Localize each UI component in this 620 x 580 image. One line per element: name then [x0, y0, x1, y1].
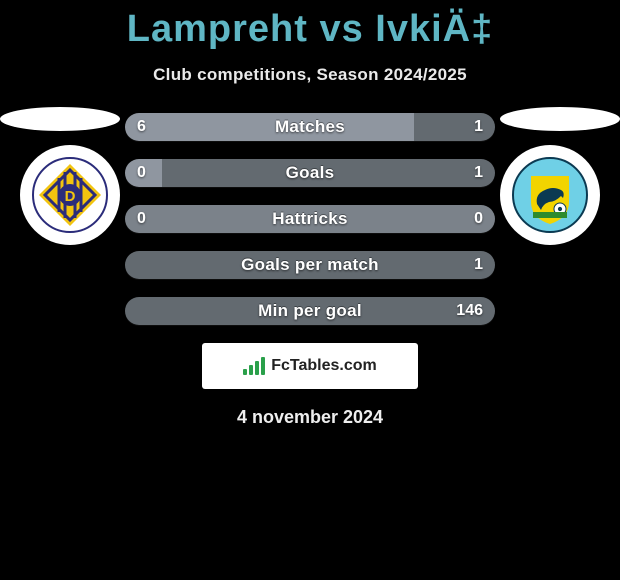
brand-text: FcTables.com	[271, 357, 377, 375]
stat-seg-right	[414, 113, 495, 141]
player-right-column	[500, 107, 620, 245]
brand-barlet	[255, 361, 259, 375]
brand-barlet	[249, 365, 253, 375]
stat-seg-left	[125, 159, 162, 187]
player-silhouette-right	[500, 107, 620, 131]
club-crest-right	[511, 156, 589, 234]
page-title: Lampreht vs IvkiÄ‡	[0, 8, 620, 51]
crest-right-svg	[511, 156, 589, 234]
stat-seg-right	[310, 205, 495, 233]
stat-seg-right	[125, 297, 495, 325]
club-crest-left: D	[31, 156, 109, 234]
subtitle: Club competitions, Season 2024/2025	[0, 65, 620, 85]
date-text: 4 november 2024	[0, 407, 620, 428]
stat-bars: 61Matches 01Goals 00Hattricks 1Goals per ma…	[125, 113, 495, 325]
stat-bar: 00Hattricks	[125, 205, 495, 233]
player-silhouette-left	[0, 107, 120, 131]
stat-seg-right	[162, 159, 495, 187]
brand-bars-icon	[243, 357, 265, 375]
club-crest-left-wrap: D	[20, 145, 120, 245]
comparison-arena: D	[0, 113, 620, 325]
svg-text:D: D	[65, 188, 76, 205]
brand-barlet	[261, 357, 265, 375]
stat-seg-right	[125, 251, 495, 279]
stat-seg-left	[125, 205, 310, 233]
stat-bar: 1Goals per match	[125, 251, 495, 279]
stat-bar: 146Min per goal	[125, 297, 495, 325]
brand-barlet	[243, 369, 247, 375]
crest-left-svg: D	[31, 156, 109, 234]
stat-bar: 61Matches	[125, 113, 495, 141]
club-crest-right-wrap	[500, 145, 600, 245]
brand-box[interactable]: FcTables.com	[202, 343, 418, 389]
root: Lampreht vs IvkiÄ‡ Club competitions, Se…	[0, 0, 620, 580]
player-left-column: D	[0, 107, 120, 245]
stat-bar: 01Goals	[125, 159, 495, 187]
stat-seg-left	[125, 113, 414, 141]
